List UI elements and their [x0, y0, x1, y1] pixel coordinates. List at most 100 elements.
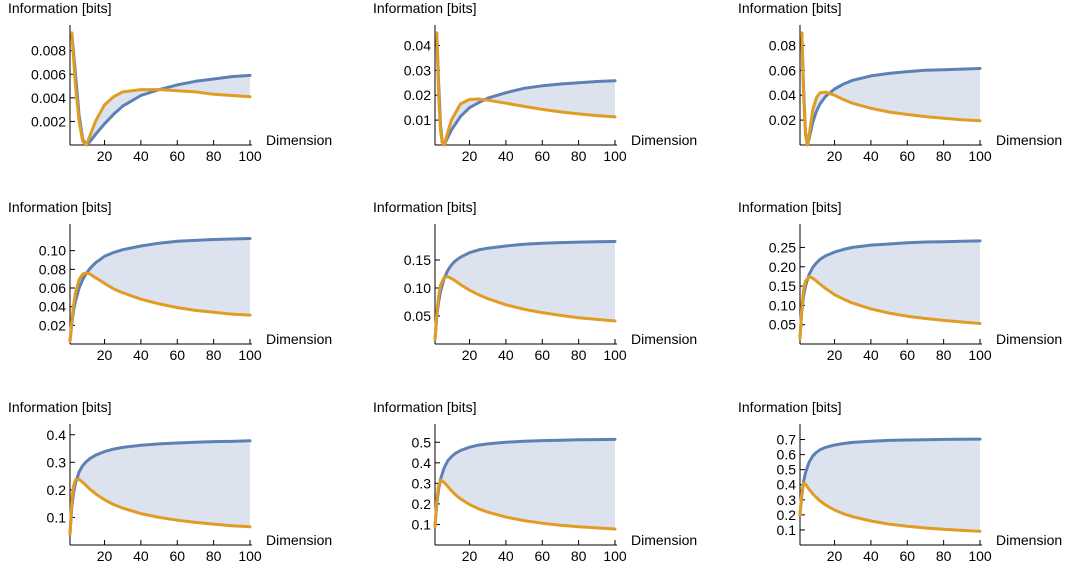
y-tick-label: 0.6 — [777, 447, 797, 463]
y-tick-label: 0.3 — [47, 454, 67, 470]
y-axis-label: Information [bits] — [8, 0, 112, 16]
y-tick-label: 0.15 — [769, 278, 796, 294]
x-tick-label: 80 — [936, 148, 952, 164]
x-tick-label: 60 — [899, 347, 915, 363]
x-tick-label: 80 — [206, 347, 222, 363]
y-tick-label: 0.4 — [47, 427, 67, 443]
y-tick-label: 0.03 — [404, 62, 431, 78]
shaded-region — [435, 439, 615, 529]
x-tick-label: 80 — [571, 148, 587, 164]
x-tick-label: 60 — [899, 548, 915, 564]
series-line-2 — [68, 477, 252, 536]
series-line-2 — [798, 275, 982, 340]
y-tick-label: 0.10 — [404, 280, 431, 296]
x-tick-label: 80 — [936, 548, 952, 564]
y-axis-label: Information [bits] — [738, 399, 842, 415]
series-line-2 — [433, 275, 617, 341]
y-tick-label: 0.1 — [412, 516, 432, 532]
y-tick-label: 0.1 — [47, 509, 67, 525]
y-tick-label: 0.06 — [39, 280, 66, 296]
x-axis-label: Dimension — [266, 331, 332, 347]
y-tick-label: 0.02 — [404, 87, 431, 103]
series-line-2 — [800, 31, 982, 147]
x-tick-label: 80 — [206, 548, 222, 564]
x-tick-label: 60 — [534, 347, 550, 363]
y-tick-label: 0.2 — [47, 482, 67, 498]
x-tick-label: 20 — [827, 548, 843, 564]
x-tick-label: 100 — [968, 347, 992, 363]
x-tick-label: 100 — [238, 347, 262, 363]
y-tick-label: 0.002 — [31, 113, 66, 129]
x-axis-label: Dimension — [631, 532, 697, 548]
x-tick-label: 80 — [571, 347, 587, 363]
y-tick-label: 0.02 — [769, 112, 796, 128]
y-tick-label: 0.1 — [777, 522, 797, 538]
x-tick-label: 40 — [133, 347, 149, 363]
y-tick-label: 0.05 — [769, 317, 796, 333]
y-tick-label: 0.5 — [412, 434, 432, 450]
y-tick-label: 0.7 — [777, 432, 797, 448]
x-tick-label: 20 — [827, 347, 843, 363]
y-axis-label: Information [bits] — [738, 199, 842, 215]
x-tick-label: 60 — [534, 548, 550, 564]
y-tick-label: 0.04 — [769, 87, 796, 103]
y-tick-label: 0.06 — [769, 62, 796, 78]
y-tick-label: 0.10 — [769, 297, 796, 313]
shaded-region — [70, 238, 250, 342]
shaded-region — [800, 240, 980, 339]
x-tick-label: 20 — [97, 148, 113, 164]
y-tick-label: 0.006 — [31, 66, 66, 82]
shaded-region — [70, 440, 250, 534]
chart-panel-4: Information [bits] 0.02 0.04 0.06 0.08 0.10 20… — [8, 199, 332, 363]
x-tick-label: 20 — [462, 548, 478, 564]
y-tick-label: 0.4 — [777, 477, 797, 493]
series-line-2 — [68, 271, 252, 343]
x-tick-label: 100 — [603, 148, 627, 164]
y-tick-label: 0.4 — [412, 455, 432, 471]
x-tick-label: 60 — [534, 148, 550, 164]
x-tick-label: 100 — [968, 548, 992, 564]
x-tick-label: 20 — [97, 548, 113, 564]
y-tick-label: 0.004 — [31, 90, 66, 106]
chart-panel-7: Information [bits] 0.1 0.2 0.3 0.4 20 40 60 80 10… — [8, 399, 332, 564]
x-tick-label: 20 — [462, 347, 478, 363]
x-tick-label: 80 — [936, 347, 952, 363]
y-tick-label: 0.008 — [31, 43, 66, 59]
x-tick-label: 100 — [968, 148, 992, 164]
shaded-region — [800, 439, 980, 532]
x-tick-label: 100 — [238, 548, 262, 564]
x-tick-label: 60 — [169, 148, 185, 164]
x-tick-label: 40 — [863, 347, 879, 363]
chart-panel-1: Information [bits] 0.002 0.004 0.006 0.008 20… — [8, 0, 332, 164]
chart-panel-3: Information [bits] 0.02 0.04 0.06 0.08 20 40 60… — [738, 0, 1062, 164]
x-tick-label: 20 — [462, 148, 478, 164]
y-tick-label: 0.3 — [777, 492, 797, 508]
y-tick-label: 0.02 — [39, 317, 66, 333]
x-axis-label: Dimension — [996, 132, 1062, 148]
y-axis-label: Information [bits] — [738, 0, 842, 16]
x-tick-label: 40 — [133, 148, 149, 164]
x-tick-label: 40 — [498, 347, 514, 363]
series-line-2 — [433, 478, 617, 531]
chart-panel-6: Information [bits] 0.05 0.10 0.15 0.20 0.25 20… — [738, 199, 1062, 363]
series-line-2 — [70, 31, 252, 147]
y-tick-label: 0.25 — [769, 239, 796, 255]
y-tick-label: 0.01 — [404, 112, 431, 128]
y-tick-label: 0.04 — [39, 299, 66, 315]
y-tick-label: 0.10 — [39, 243, 66, 259]
x-tick-label: 80 — [206, 148, 222, 164]
shaded-region — [71, 33, 250, 145]
y-tick-label: 0.08 — [769, 37, 796, 53]
y-tick-label: 0.08 — [39, 261, 66, 277]
x-tick-label: 20 — [97, 347, 113, 363]
x-tick-label: 40 — [863, 148, 879, 164]
y-tick-label: 0.20 — [769, 259, 796, 275]
y-tick-label: 0.2 — [777, 507, 797, 523]
chart-panel-2: Information [bits] 0.01 0.02 0.03 0.04 20 40 60… — [373, 0, 697, 164]
chart-panel-5: Information [bits] 0.05 0.10 0.15 20 40 60 80 10… — [373, 199, 697, 363]
shaded-region — [801, 33, 980, 145]
x-tick-label: 60 — [169, 548, 185, 564]
shaded-region — [435, 241, 615, 340]
x-axis-label: Dimension — [631, 132, 697, 148]
